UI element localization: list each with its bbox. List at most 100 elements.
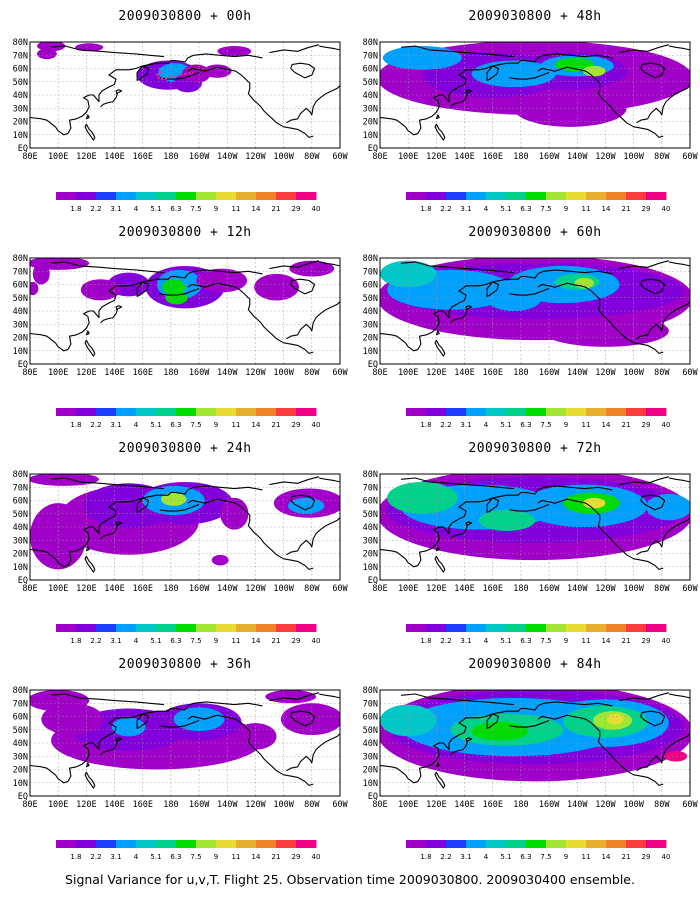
colorbar-swatch — [406, 624, 427, 632]
plot-frame — [379, 689, 691, 797]
coastline — [401, 261, 514, 274]
lat-tick-label: 50N — [13, 78, 28, 88]
coastline — [640, 710, 666, 727]
variance-contour — [203, 64, 232, 78]
lon-tick-label: 180 — [163, 152, 178, 162]
variance-contour — [165, 291, 188, 305]
lon-tick-label: 120E — [76, 584, 96, 594]
coastline — [435, 330, 440, 336]
lat-tick-label: 30N — [13, 752, 28, 762]
panel-title: 2009030800 + 36h — [118, 657, 252, 672]
plot-frame — [379, 473, 691, 581]
lon-tick-label: 140W — [567, 368, 588, 378]
variance-contour — [80, 279, 121, 301]
coastline — [100, 737, 123, 756]
colorbar-label: 7.5 — [540, 205, 551, 213]
lon-tick-label: 180 — [163, 368, 178, 378]
colorbar-label: 14 — [252, 205, 261, 213]
lon-tick-label: 120W — [245, 584, 266, 594]
lon-tick-label: 140E — [104, 152, 124, 162]
variance-contour — [478, 509, 536, 531]
lon-tick-label: 140W — [217, 584, 238, 594]
colorbar-label: 2.2 — [440, 637, 451, 645]
colorbar-swatch — [256, 408, 277, 416]
plot-frame — [379, 41, 691, 149]
colorbar-swatch — [276, 624, 297, 632]
colorbar-label: 11 — [232, 421, 241, 429]
colorbar-label: 11 — [232, 853, 241, 861]
colorbar-label: 40 — [662, 205, 671, 213]
map-panel-72h: 2009030800 + 72h 80N 70N 60N 50N 40N 30N 20N 10N… — [360, 432, 700, 654]
lat-tick-label: 60N — [13, 713, 28, 723]
colorbar-label: 7.5 — [540, 421, 551, 429]
panel-title: 2009030800 + 60h — [468, 225, 602, 240]
lon-tick-label: 80E — [372, 152, 387, 162]
lon-tick-label: 160E — [132, 800, 152, 810]
panel-title: 2009030800 + 72h — [468, 441, 602, 456]
lon-tick-label: 140W — [567, 800, 588, 810]
lon-tick-label: 120W — [245, 800, 266, 810]
coastline — [318, 261, 340, 267]
colorbar-swatch — [606, 624, 627, 632]
colorbar-label: 11 — [582, 853, 591, 861]
colorbar-swatch — [296, 840, 317, 848]
colorbar-label: 40 — [312, 421, 321, 429]
figure-caption: Signal Variance for u,v,T. Flight 25. Ob… — [65, 872, 635, 887]
lat-tick-label: 40N — [13, 523, 28, 533]
lat-tick-label: 40N — [13, 91, 28, 101]
lon-tick-label: 120W — [245, 152, 266, 162]
colorbar-swatch — [56, 192, 77, 200]
colorbar-label: 3.1 — [110, 421, 121, 429]
colorbar-swatch — [526, 192, 547, 200]
colorbar-swatch — [466, 408, 487, 416]
colorbar-swatch — [96, 624, 117, 632]
coastline — [85, 114, 90, 120]
panel-title: 2009030800 + 12h — [118, 225, 252, 240]
variance-contour — [513, 89, 627, 127]
colorbar-label: 11 — [232, 637, 241, 645]
panel-title: 2009030800 + 48h — [468, 9, 602, 24]
lon-tick-label: 160E — [482, 800, 502, 810]
colorbar-swatch — [566, 840, 587, 848]
lat-tick-label: EQ — [368, 792, 378, 802]
lon-tick-label: 100E — [398, 152, 418, 162]
colorbar-swatch — [96, 192, 117, 200]
coastline — [286, 517, 340, 556]
colorbar-swatch — [236, 624, 257, 632]
coastline — [30, 485, 263, 568]
coastline — [51, 261, 164, 274]
lon-tick-label: 80W — [654, 800, 670, 810]
lat-tick-label: 30N — [363, 104, 378, 114]
colorbar-label: 5.1 — [150, 637, 161, 645]
colorbar-swatch — [486, 192, 507, 200]
lon-tick-label: 100W — [273, 800, 294, 810]
coastline — [100, 305, 123, 324]
colorbar: 1.8 2.2 3.1 4 5.1 6.3 7.5 9 11 14 21 29 40 — [56, 408, 321, 429]
lat-tick-label: 70N — [363, 267, 378, 277]
variance-contour — [30, 281, 39, 296]
variance-contour — [254, 273, 300, 301]
lon-tick-label: 120E — [76, 368, 96, 378]
colorbar-label: 2.2 — [90, 637, 101, 645]
coastline — [537, 66, 664, 138]
lat-tick-label: 80N — [363, 686, 378, 696]
lon-tick-label: 140W — [217, 152, 238, 162]
colorbar-swatch — [406, 408, 427, 416]
coastline — [401, 477, 514, 490]
colorbar-swatch — [506, 840, 527, 848]
variance-contour — [211, 554, 229, 566]
coastline — [640, 494, 666, 511]
variance-contour — [646, 493, 690, 521]
variance-contour — [280, 703, 340, 736]
colorbar-swatch — [96, 840, 117, 848]
variance-contour — [30, 474, 100, 486]
coastline — [290, 494, 316, 511]
colorbar-swatch — [76, 408, 97, 416]
map-panel-12h: 2009030800 + 12h 80N 70N 60N 50N 40N 30N 20N 10N… — [10, 216, 360, 438]
coastline — [85, 330, 90, 336]
colorbar-swatch — [236, 408, 257, 416]
lat-tick-label: 40N — [363, 523, 378, 533]
colorbar-label: 29 — [642, 853, 651, 861]
colorbar-swatch — [486, 408, 507, 416]
lat-tick-label: 80N — [13, 470, 28, 480]
